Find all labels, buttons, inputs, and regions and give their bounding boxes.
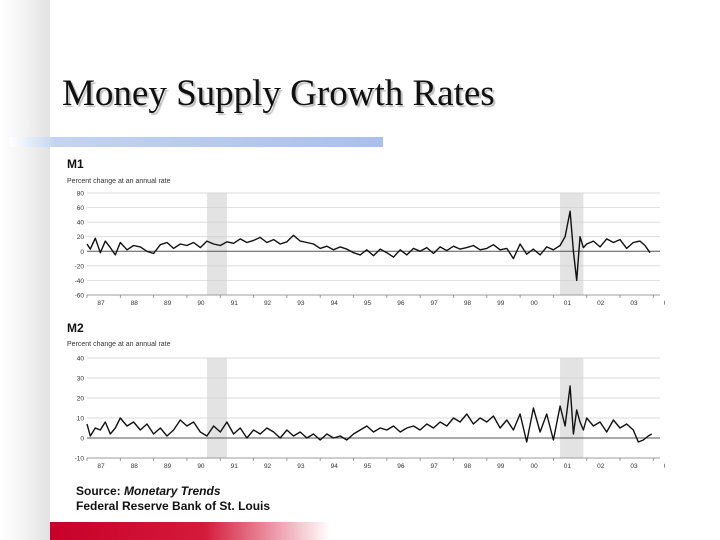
chart-1-subtitle: Percent change at an annual rate <box>67 178 171 185</box>
chart-2-xtick-label: 92 <box>264 463 272 470</box>
chart-1-ytick-label: 60 <box>77 205 85 212</box>
chart-1-xtick-label: 87 <box>97 300 105 307</box>
source-note: Source: Monetary Trends Federal Reserve … <box>76 484 270 514</box>
chart-2-xtick-label: 04 <box>664 463 665 470</box>
chart-2-xtick-label: 95 <box>364 463 372 470</box>
chart-2-ytick-label: 20 <box>77 396 85 403</box>
chart-1-xtick-label: 00 <box>530 300 538 307</box>
chart-1-xtick-label: 02 <box>597 300 605 307</box>
chart-1-xtick-label: 94 <box>331 300 339 307</box>
chart-2-xtick-label: 00 <box>530 463 538 470</box>
chart-m1: M1 Percent change at an annual rate 80 60 40… <box>67 157 665 307</box>
chart-1-ytick-label: -40 <box>75 278 85 285</box>
charts-canvas: M1 Percent change at an annual rate 80 60 40… <box>67 157 665 470</box>
chart-2-xtick-label: 02 <box>597 463 605 470</box>
chart-1-xtick-label: 96 <box>397 300 405 307</box>
left-decor-band <box>0 0 50 540</box>
chart-1-xtick-label: 93 <box>297 300 305 307</box>
title-underline-bar <box>10 137 383 147</box>
chart-1-recession-band-0 <box>206 193 227 295</box>
chart-1-ytick-label: 80 <box>77 191 85 198</box>
chart-1-xtick-label: 98 <box>464 300 472 307</box>
chart-2-recession-band-0 <box>206 358 227 458</box>
chart-1-ytick-label: 0 <box>80 249 84 256</box>
chart-2-xtick-label: 94 <box>331 463 339 470</box>
chart-1-xtick-label: 90 <box>197 300 205 307</box>
chart-2-xtick-label: 99 <box>497 463 505 470</box>
chart-2-series-line-0 <box>86 385 653 443</box>
chart-1-ytick-label: -20 <box>75 263 85 270</box>
chart-2-xtick-label: 91 <box>231 463 239 470</box>
chart-1-xtick-label: 99 <box>497 300 505 307</box>
chart-1-xtick-label: 97 <box>431 300 439 307</box>
chart-1-series-line-0 <box>86 210 651 282</box>
chart-2-xtick-label: 96 <box>397 463 405 470</box>
chart-1-xtick-label: 03 <box>630 300 638 307</box>
source-publication: Monetary Trends <box>124 484 221 498</box>
chart-1-xtick-label: 92 <box>264 300 272 307</box>
chart-1-ytick-label: 40 <box>77 220 85 227</box>
chart-2-xtick-label: 03 <box>630 463 638 470</box>
chart-2-xtick-label: 88 <box>131 463 139 470</box>
chart-2-xtick-label: 90 <box>197 463 205 470</box>
bottom-accent-bar <box>50 522 330 540</box>
chart-1-ytick-label: 20 <box>77 234 85 241</box>
chart-2-xtick-label: 98 <box>464 463 472 470</box>
chart-m2: M2 Percent change at an annual rate 40 30 20… <box>67 321 665 470</box>
chart-2-xtick-label: 89 <box>164 463 172 470</box>
source-org: Federal Reserve Bank of St. Louis <box>76 499 271 513</box>
chart-2-ytick-label: 40 <box>77 356 85 363</box>
chart-2-ytick-label: 30 <box>77 376 85 383</box>
chart-1-xtick-label: 95 <box>364 300 372 307</box>
chart-2-ytick-label: -10 <box>75 456 85 463</box>
chart-2-xtick-label: 97 <box>431 463 439 470</box>
chart-1-xtick-label: 88 <box>131 300 139 307</box>
slide-title: Money Supply Growth Rates <box>62 73 495 114</box>
chart-2-subtitle: Percent change at an annual rate <box>67 341 171 348</box>
chart-1-xtick-label: 01 <box>564 300 572 307</box>
chart-2-xtick-label: 93 <box>297 463 305 470</box>
chart-1-title: M1 <box>67 157 84 171</box>
chart-1-ytick-label: -60 <box>75 293 85 300</box>
chart-2-title: M2 <box>67 321 84 335</box>
chart-2-xtick-label: 01 <box>564 463 572 470</box>
chart-2-ytick-label: 0 <box>80 436 84 443</box>
chart-1-xtick-label: 04 <box>664 300 665 307</box>
chart-2-ytick-label: 10 <box>77 416 85 423</box>
source-line-1: Source: Monetary Trends <box>76 484 270 499</box>
chart-1-xtick-label: 91 <box>231 300 239 307</box>
chart-2-xtick-label: 87 <box>97 463 105 470</box>
source-label: Source: <box>76 484 121 498</box>
chart-1-xtick-label: 89 <box>164 300 172 307</box>
